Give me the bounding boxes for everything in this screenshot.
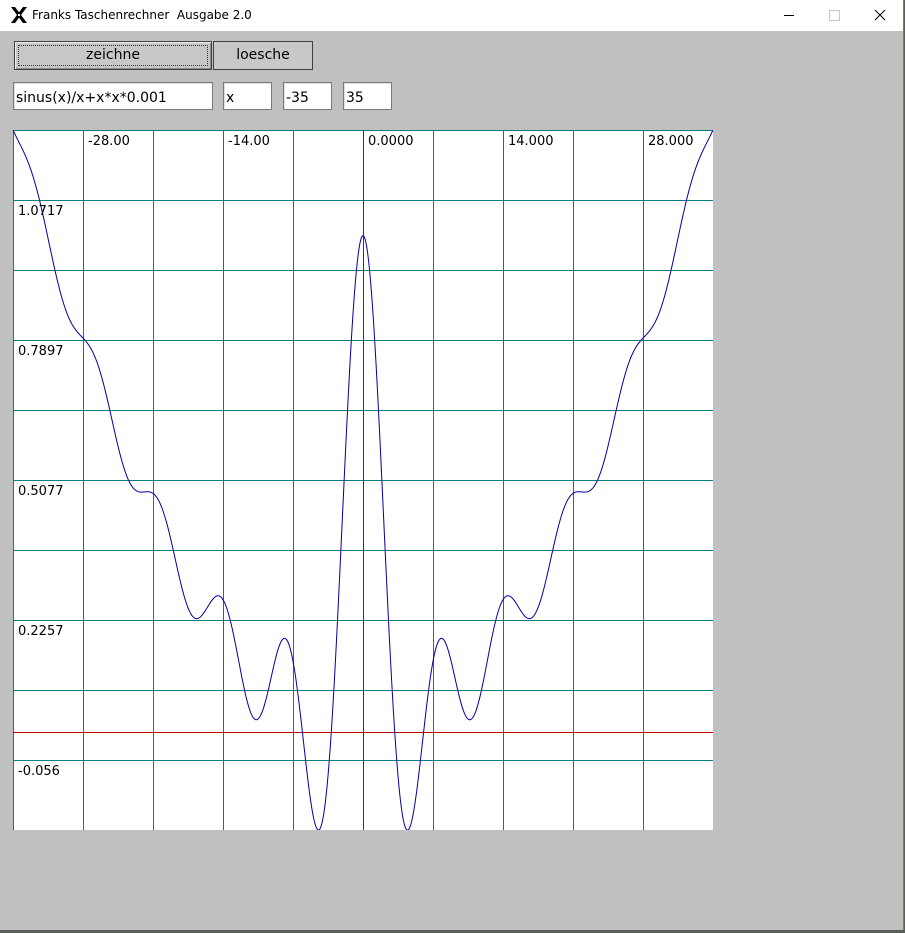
minimize-icon	[784, 15, 794, 16]
title-bar[interactable]: Franks Taschenrechner Ausgabe 2.0	[0, 0, 903, 31]
x-tick-label: 14.000	[508, 134, 554, 149]
function-curve	[13, 130, 713, 830]
x-window-icon	[11, 7, 27, 23]
clear-button[interactable]: loesche	[213, 41, 313, 70]
y-tick-label: 0.2257	[18, 624, 64, 639]
plot-area: -28.00 -14.00 0.0000 14.000 28.000 1.0717 0.78…	[13, 130, 713, 830]
x-tick-label: -14.00	[228, 134, 270, 149]
y-tick-label: 0.7897	[18, 344, 64, 359]
window-title: Franks Taschenrechner Ausgabe 2.0	[32, 8, 252, 22]
y-tick-label: 1.0717	[18, 204, 64, 219]
maximize-button[interactable]	[811, 0, 857, 31]
draw-button-label: zeichne	[86, 47, 140, 63]
x-min-input[interactable]	[283, 82, 332, 110]
close-icon	[874, 9, 886, 21]
maximize-icon	[829, 10, 840, 21]
x-tick-label: 0.0000	[368, 134, 414, 149]
draw-button[interactable]: zeichne	[14, 41, 212, 70]
x-tick-label: -28.00	[88, 134, 130, 149]
x-max-input[interactable]	[343, 82, 392, 110]
minimize-button[interactable]	[766, 0, 812, 31]
close-button[interactable]	[857, 0, 903, 31]
expression-input[interactable]	[13, 82, 213, 110]
x-tick-label: 28.000	[648, 134, 694, 149]
y-tick-label: -0.056	[18, 764, 60, 779]
variable-input[interactable]	[223, 82, 272, 110]
y-tick-label: 0.5077	[18, 484, 64, 499]
